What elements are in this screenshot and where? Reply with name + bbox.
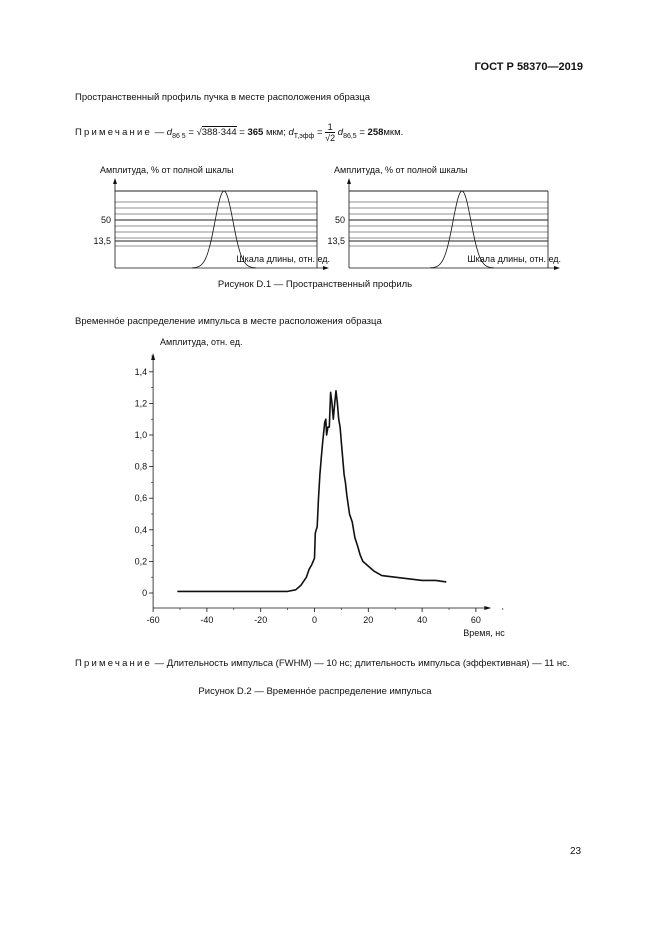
x-tick-label: 0: [312, 615, 317, 625]
note-label: Примечание: [75, 658, 152, 669]
temporal-profile-chart: Амплитуда, отн. ед. -60 -40 -20 0 20 40 60 0 0,2 0…: [135, 337, 506, 638]
unit2: мкм.: [383, 127, 404, 139]
eq: =: [316, 127, 323, 139]
x-tick-label: -20: [254, 615, 267, 625]
y-tick-label: 0,8: [135, 462, 148, 472]
x-tick-label: -60: [147, 615, 160, 625]
frac-den: √2: [325, 133, 336, 143]
x-axis-label: Шкала длины, отн. ед.: [236, 254, 330, 264]
y-tick-label: 1,2: [135, 398, 148, 408]
fraction: 1 √2: [325, 122, 336, 143]
y-tick-label: 0,4: [135, 525, 148, 535]
section2-note: Примечание — Длительность импульса (FWHM…: [75, 658, 569, 669]
y-tick-label: 1,0: [135, 430, 148, 440]
section2-heading: Временно́е распределение импульса в мест…: [75, 316, 382, 327]
page-number: 23: [570, 846, 582, 857]
d3-sub: 86,5: [343, 132, 357, 140]
d-symbol: d: [166, 127, 173, 139]
d-symbol: d: [337, 127, 344, 139]
y-tick-label: 50: [101, 215, 111, 225]
section1-heading: Пространственный профиль пучка в месте р…: [75, 92, 371, 103]
sqrt: √388·344: [196, 126, 237, 139]
x-tick-label: -40: [200, 615, 213, 625]
standard-number: ГОСТ Р 58370—2019: [474, 61, 583, 73]
y-axis-arrow: [151, 353, 156, 360]
y-tick-label: 0,6: [135, 493, 148, 503]
y-tick-label: 13,5: [327, 236, 345, 246]
y-tick-label: 0: [142, 588, 147, 598]
spatial-profile-chart-2: Амплитуда, % от полной шкалы 50 13,5 Шкала …: [327, 165, 561, 270]
y-axis-arrow: [347, 178, 351, 184]
spatial-profile-chart-1: Амплитуда, % от полной шкалы 50 13,5 Шкала …: [93, 165, 330, 270]
d-symbol: d: [288, 127, 294, 139]
x-tick-label: 40: [417, 615, 427, 625]
value1: 365: [247, 127, 264, 139]
note-label: Примечание: [75, 127, 152, 139]
dash: —: [154, 127, 165, 139]
eq: =: [239, 127, 245, 139]
eq: =: [188, 127, 194, 139]
x-axis-arrow: [554, 266, 560, 270]
x-axis-label: Шкала длины, отн. ед.: [467, 254, 561, 264]
sqrt-arg: 388·344: [201, 126, 237, 139]
y-tick-label: 50: [335, 215, 345, 225]
y-axis-label: Амплитуда, % от полной шкалы: [334, 165, 467, 175]
profile-curve: [191, 190, 257, 269]
y-tick-label: 13,5: [93, 236, 111, 246]
d2-sub: Т,эфф: [293, 132, 315, 140]
pulse-series-line: [177, 390, 447, 593]
d-sub: 86 5: [172, 132, 186, 140]
figure-d2-caption: Рисунок D.2 — Временно́е распределение и…: [198, 686, 432, 697]
unit1: мкм;: [265, 127, 286, 139]
x-axis-arrow: [323, 266, 329, 270]
x-axis-label: Время, нс: [463, 628, 505, 638]
profile-curve: [429, 190, 495, 269]
x-tick-label: 20: [363, 615, 373, 625]
note-text: — Длительность импульса (FWHM) — 10 нс; …: [154, 658, 570, 669]
y-axis-arrow: [113, 178, 117, 184]
figure-d1-caption: Рисунок D.1 — Пространственный профиль: [217, 279, 413, 290]
x-tick-label: 60: [471, 615, 481, 625]
frac-num: 1: [325, 122, 336, 133]
section1-note: Примечание — d86 5 = √388·344 = 365 мкм;…: [75, 122, 403, 143]
y-axis-label: Амплитуда, % от полной шкалы: [100, 165, 233, 175]
x-axis-arrow: [484, 606, 492, 610]
value2: 258: [367, 127, 384, 139]
y-tick-label: 1,4: [135, 367, 148, 377]
y-tick-label: 0,2: [135, 556, 148, 566]
y-axis-label: Амплитуда, отн. ед.: [160, 337, 243, 347]
eq: =: [359, 127, 365, 139]
